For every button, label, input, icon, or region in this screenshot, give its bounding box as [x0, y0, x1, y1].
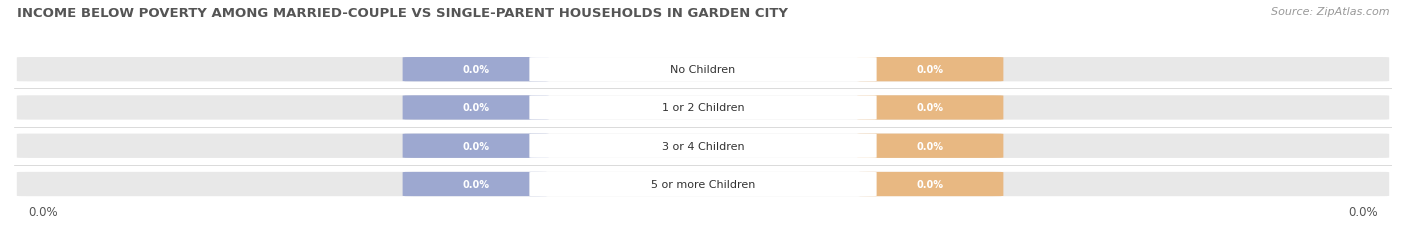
FancyBboxPatch shape [402, 58, 548, 82]
FancyBboxPatch shape [858, 96, 1004, 120]
Text: 0.0%: 0.0% [463, 141, 489, 151]
Text: 0.0%: 0.0% [463, 65, 489, 75]
Text: 0.0%: 0.0% [917, 141, 943, 151]
FancyBboxPatch shape [858, 172, 1004, 196]
FancyBboxPatch shape [17, 172, 1389, 196]
FancyBboxPatch shape [402, 96, 548, 120]
Text: 0.0%: 0.0% [463, 103, 489, 113]
FancyBboxPatch shape [858, 134, 1004, 158]
FancyBboxPatch shape [858, 58, 1004, 82]
Text: 0.0%: 0.0% [917, 65, 943, 75]
Text: 0.0%: 0.0% [1348, 205, 1378, 218]
Text: No Children: No Children [671, 65, 735, 75]
FancyBboxPatch shape [530, 96, 876, 120]
FancyBboxPatch shape [17, 96, 1389, 120]
Text: INCOME BELOW POVERTY AMONG MARRIED-COUPLE VS SINGLE-PARENT HOUSEHOLDS IN GARDEN : INCOME BELOW POVERTY AMONG MARRIED-COUPL… [17, 7, 787, 20]
Text: 0.0%: 0.0% [28, 205, 58, 218]
Text: 5 or more Children: 5 or more Children [651, 179, 755, 189]
Text: 1 or 2 Children: 1 or 2 Children [662, 103, 744, 113]
FancyBboxPatch shape [530, 134, 876, 158]
Text: 3 or 4 Children: 3 or 4 Children [662, 141, 744, 151]
FancyBboxPatch shape [17, 58, 1389, 82]
Text: 0.0%: 0.0% [917, 103, 943, 113]
Text: Source: ZipAtlas.com: Source: ZipAtlas.com [1271, 7, 1389, 17]
FancyBboxPatch shape [402, 172, 548, 196]
FancyBboxPatch shape [402, 134, 548, 158]
Text: 0.0%: 0.0% [463, 179, 489, 189]
FancyBboxPatch shape [530, 172, 876, 196]
FancyBboxPatch shape [17, 134, 1389, 158]
Text: 0.0%: 0.0% [917, 179, 943, 189]
FancyBboxPatch shape [530, 58, 876, 82]
